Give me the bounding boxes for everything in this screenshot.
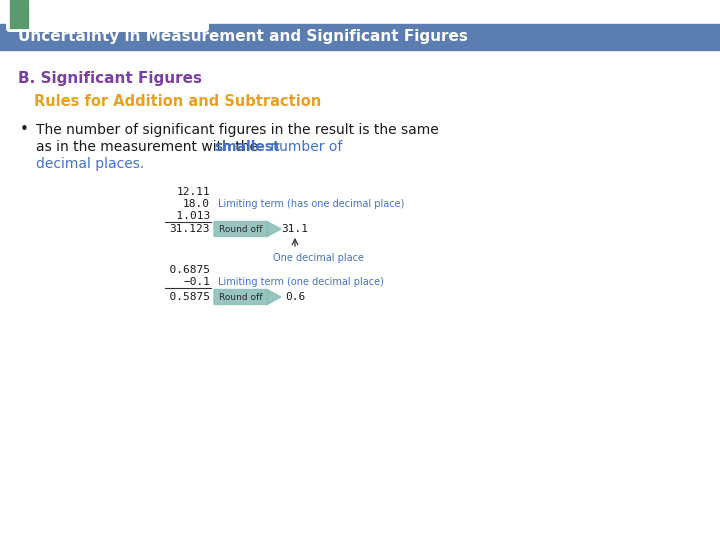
Text: −0.1: −0.1 — [183, 277, 210, 287]
Text: 1.013: 1.013 — [163, 211, 210, 221]
Text: 12.11: 12.11 — [176, 187, 210, 197]
FancyBboxPatch shape — [214, 221, 268, 237]
Text: B. Significant Figures: B. Significant Figures — [18, 71, 202, 85]
Text: as in the measurement with the: as in the measurement with the — [36, 140, 262, 154]
Text: Limiting term (one decimal place): Limiting term (one decimal place) — [218, 277, 384, 287]
Polygon shape — [267, 221, 281, 237]
Text: •: • — [20, 123, 29, 138]
Text: 31.123: 31.123 — [169, 224, 210, 234]
Text: number of: number of — [266, 140, 343, 154]
Bar — [0, 24, 720, 50]
Text: smallest: smallest — [215, 140, 280, 154]
Text: decimal places.: decimal places. — [36, 157, 144, 171]
Text: Round off: Round off — [220, 293, 263, 301]
Text: 0.6: 0.6 — [285, 292, 305, 302]
Text: Rules for Addition and Subtraction: Rules for Addition and Subtraction — [34, 94, 321, 110]
Text: 18.0: 18.0 — [183, 199, 210, 209]
Text: Uncertainty in Measurement and Significant Figures: Uncertainty in Measurement and Significa… — [18, 30, 468, 44]
Text: The number of significant figures in the result is the same: The number of significant figures in the… — [36, 123, 438, 137]
Text: 0.6875: 0.6875 — [156, 265, 210, 275]
Text: Round off: Round off — [220, 225, 263, 233]
Text: 0.5875: 0.5875 — [156, 292, 210, 302]
Bar — [10, 0, 28, 28]
FancyBboxPatch shape — [6, 0, 209, 32]
Text: Limiting term (has one decimal place): Limiting term (has one decimal place) — [218, 199, 405, 209]
Text: 31.1: 31.1 — [282, 224, 308, 234]
Text: One decimal place: One decimal place — [273, 253, 364, 263]
Polygon shape — [267, 289, 281, 305]
FancyBboxPatch shape — [214, 289, 268, 305]
